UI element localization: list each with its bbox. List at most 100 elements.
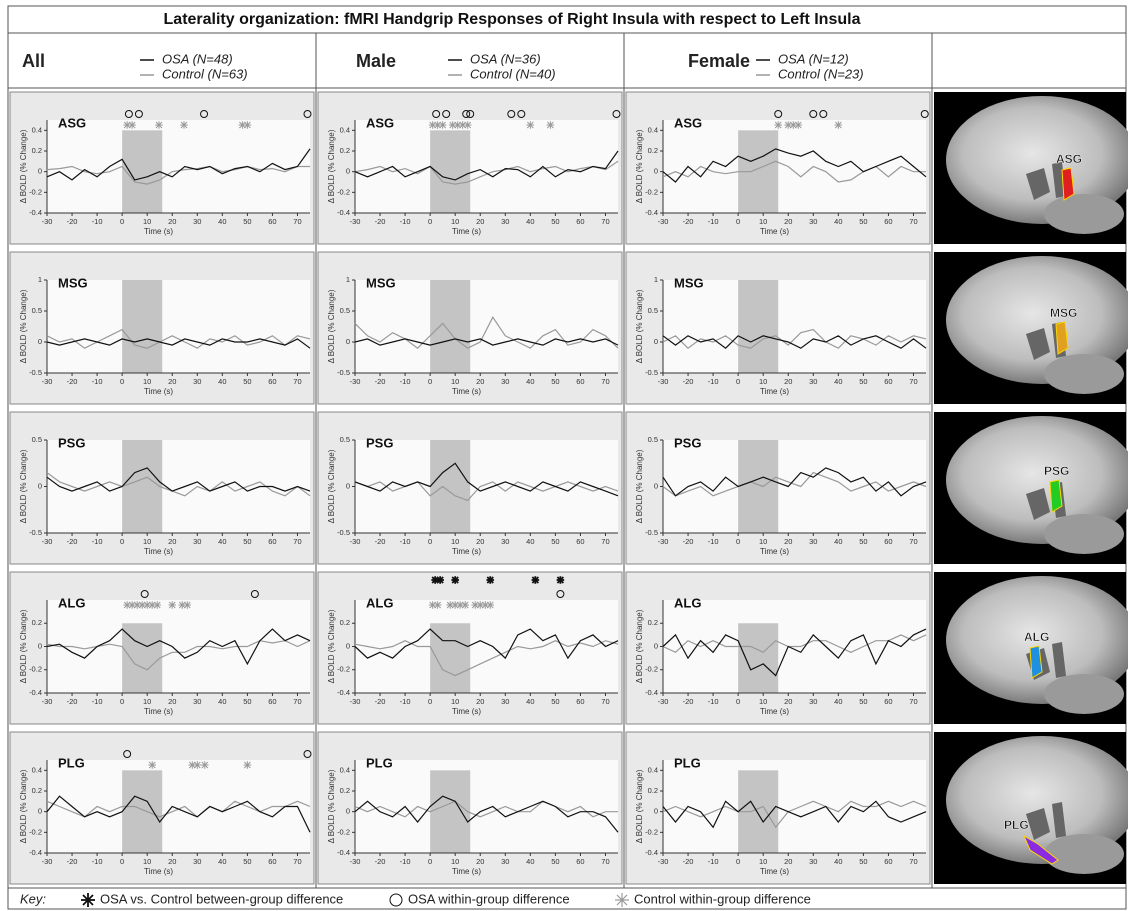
stimulus-period (122, 280, 162, 373)
x-tick-label: 0 (428, 857, 432, 866)
y-axis-label: Δ BOLD (% Change) (19, 609, 28, 683)
column-title: Female (688, 51, 750, 71)
x-tick-label: -30 (42, 377, 53, 386)
x-tick-label: 30 (501, 377, 509, 386)
x-tick-label: 70 (601, 377, 609, 386)
y-tick-label: -0.5 (29, 528, 42, 537)
y-tick-label: 0.2 (32, 618, 42, 627)
y-tick-label: 0.4 (648, 765, 658, 774)
y-tick-label: 0.5 (340, 435, 350, 444)
region-label: MSG (58, 275, 88, 290)
x-tick-label: 20 (476, 857, 484, 866)
y-tick-label: 0 (38, 481, 42, 490)
x-tick-label: 40 (526, 537, 534, 546)
x-tick-label: 70 (601, 857, 609, 866)
x-axis-label: Time (s) (760, 867, 789, 876)
x-tick-label: 10 (759, 857, 767, 866)
x-tick-label: 50 (859, 697, 867, 706)
x-axis-label: Time (s) (760, 227, 789, 236)
y-tick-label: 0.2 (340, 146, 350, 155)
control-mark (193, 761, 201, 769)
y-tick-label: -0.5 (645, 528, 658, 537)
x-tick-label: 20 (784, 857, 792, 866)
brain-region-label: ASG (1056, 152, 1082, 166)
control-mark (794, 121, 802, 129)
x-tick-label: 30 (193, 857, 201, 866)
x-tick-label: 40 (218, 377, 226, 386)
y-tick-label: 0 (654, 807, 658, 816)
x-axis-label: Time (s) (452, 707, 481, 716)
x-tick-label: 60 (268, 697, 276, 706)
x-tick-label: 20 (784, 377, 792, 386)
brain-region-label: MSG (1050, 306, 1077, 320)
plot-area (663, 280, 926, 373)
y-tick-label: 0 (346, 641, 350, 650)
x-tick-label: 70 (293, 697, 301, 706)
x-axis-label: Time (s) (144, 867, 173, 876)
legend-label: OSA (N=48) (162, 51, 233, 66)
control-mark (434, 601, 442, 609)
y-axis-label: Δ BOLD (% Change) (635, 769, 644, 843)
y-tick-label: -0.4 (29, 688, 42, 697)
x-tick-label: 0 (428, 377, 432, 386)
x-tick-label: 30 (501, 537, 509, 546)
x-tick-label: 70 (293, 857, 301, 866)
x-tick-label: 10 (759, 537, 767, 546)
x-tick-label: -10 (92, 537, 103, 546)
stimulus-period (738, 440, 778, 533)
control-mark (486, 601, 494, 609)
plot-area (355, 280, 618, 373)
y-tick-label: 0 (346, 167, 350, 176)
y-tick-label: 1 (654, 275, 658, 284)
control-mark (547, 121, 555, 129)
x-tick-label: 30 (193, 377, 201, 386)
x-tick-label: 10 (451, 857, 459, 866)
x-tick-label: 50 (243, 857, 251, 866)
legend-label: Control (N=63) (162, 66, 248, 81)
y-tick-label: 0.4 (32, 125, 42, 134)
x-tick-label: 10 (143, 537, 151, 546)
x-tick-label: 70 (601, 537, 609, 546)
region-label: PLG (58, 755, 85, 770)
stimulus-period (738, 280, 778, 373)
region-label: PSG (366, 435, 393, 450)
y-tick-label: -0.4 (645, 848, 658, 857)
x-tick-label: 60 (268, 857, 276, 866)
x-tick-label: 60 (884, 857, 892, 866)
y-tick-label: 0.4 (32, 765, 42, 774)
stimulus-period (122, 440, 162, 533)
brain-region-label: PSG (1044, 464, 1069, 478)
x-tick-label: -30 (42, 217, 53, 226)
figure: Laterality organization: fMRI Handgrip R… (0, 0, 1128, 911)
y-tick-label: -0.2 (645, 665, 658, 674)
x-tick-label: -30 (658, 217, 669, 226)
x-axis-label: Time (s) (452, 547, 481, 556)
y-tick-label: -0.2 (645, 827, 658, 836)
x-tick-label: -30 (350, 857, 361, 866)
x-tick-label: -10 (92, 377, 103, 386)
x-tick-label: -30 (350, 537, 361, 546)
x-tick-label: -10 (708, 217, 719, 226)
column-title: All (22, 51, 45, 71)
plot-area (355, 600, 618, 693)
x-tick-label: 30 (501, 217, 509, 226)
region-label: ALG (58, 595, 85, 610)
region-label: ASG (366, 115, 394, 130)
plot-area (355, 760, 618, 853)
y-tick-label: 0.5 (648, 435, 658, 444)
y-tick-label: 0 (346, 337, 350, 346)
x-tick-label: 40 (218, 697, 226, 706)
control-mark (464, 121, 472, 129)
x-tick-label: 20 (168, 217, 176, 226)
legend-label: OSA (N=12) (778, 51, 849, 66)
y-tick-label: 0 (654, 641, 658, 650)
y-tick-label: -0.2 (29, 827, 42, 836)
key-item: Control within-group difference (634, 891, 811, 906)
y-axis-label: Δ BOLD (% Change) (19, 769, 28, 843)
x-tick-label: 40 (526, 857, 534, 866)
x-tick-label: 70 (909, 377, 917, 386)
x-tick-label: 70 (909, 697, 917, 706)
x-tick-label: -10 (400, 537, 411, 546)
cerebellum (1044, 834, 1124, 874)
column-title: Male (356, 51, 396, 71)
